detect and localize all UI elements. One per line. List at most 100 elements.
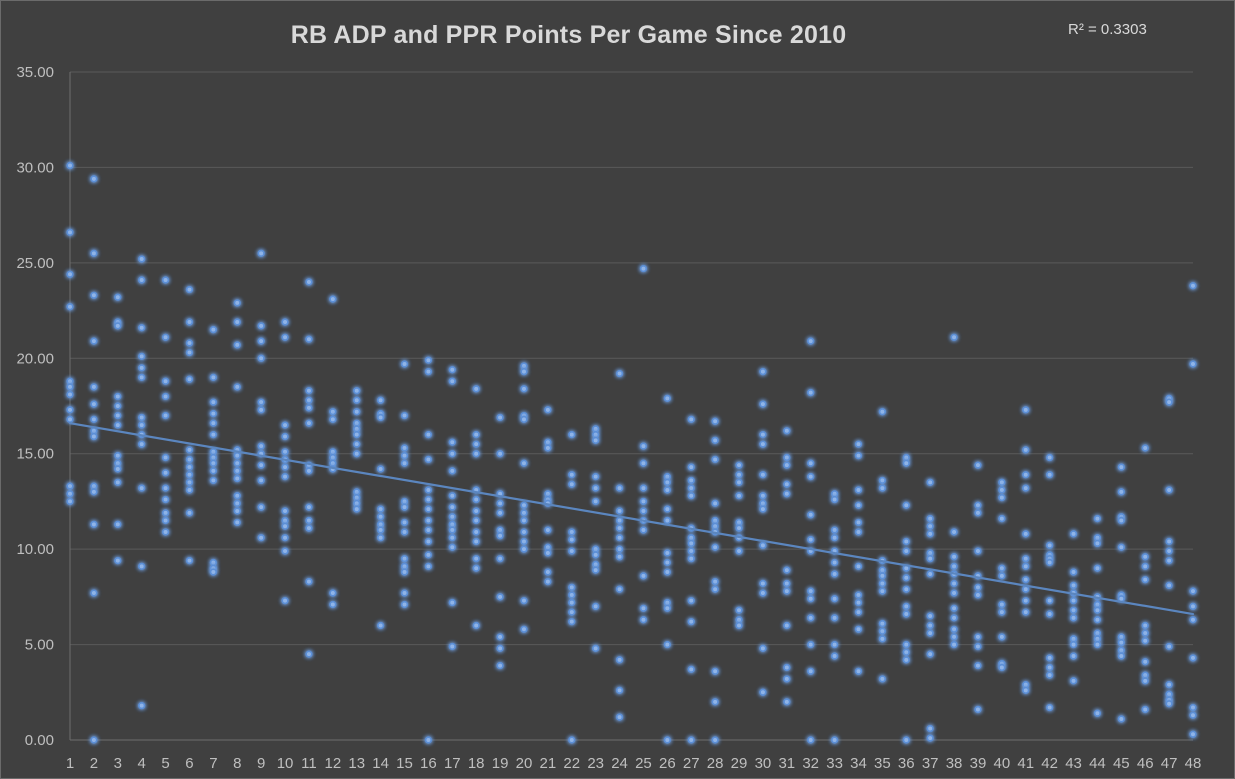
data-point	[400, 562, 409, 570]
x-tick-label: 47	[1161, 755, 1178, 772]
data-point	[353, 396, 361, 404]
data-point	[735, 471, 743, 479]
y-tick-label: 20.00	[16, 350, 54, 367]
data-point	[783, 566, 791, 574]
data-point	[520, 385, 528, 393]
data-point	[138, 702, 146, 710]
data-point	[305, 404, 313, 412]
data-point	[974, 509, 982, 517]
data-point	[448, 450, 456, 458]
data-point	[424, 562, 433, 570]
data-point	[1117, 639, 1125, 647]
x-tick-label: 31	[778, 755, 795, 772]
data-point	[807, 587, 815, 595]
data-point	[615, 507, 624, 515]
data-point	[520, 625, 528, 633]
y-tick-label: 5.00	[25, 637, 54, 654]
data-point	[161, 377, 170, 385]
data-point	[185, 318, 194, 326]
data-point	[424, 486, 433, 494]
data-point	[161, 333, 170, 341]
data-point	[783, 490, 791, 498]
data-point	[1093, 515, 1102, 523]
data-point	[257, 503, 265, 511]
data-point	[1165, 398, 1173, 406]
x-tick-label: 10	[277, 755, 294, 772]
data-point	[66, 482, 74, 490]
data-point	[305, 516, 313, 525]
data-point	[878, 408, 886, 416]
data-point	[615, 585, 624, 593]
data-point	[424, 551, 433, 559]
data-point	[950, 553, 958, 561]
data-point	[448, 467, 456, 475]
data-point	[353, 408, 361, 416]
data-point	[974, 661, 982, 670]
x-tick-label: 2	[90, 755, 98, 772]
data-point	[998, 478, 1006, 486]
data-point	[305, 387, 313, 395]
x-tick-label: 35	[874, 755, 891, 772]
data-point	[592, 551, 600, 559]
data-point	[1093, 629, 1102, 637]
data-point	[998, 564, 1006, 572]
data-point	[759, 431, 767, 439]
data-point	[281, 432, 289, 441]
data-point	[1022, 555, 1030, 563]
data-point	[830, 570, 839, 578]
data-point	[544, 444, 552, 452]
data-point	[257, 398, 265, 406]
data-point	[400, 555, 409, 563]
data-point	[1093, 635, 1102, 643]
data-point	[353, 440, 361, 448]
data-point	[1069, 568, 1078, 576]
data-point	[1022, 597, 1030, 605]
x-tick-label: 20	[516, 755, 533, 772]
data-point	[926, 515, 934, 523]
data-point	[615, 553, 624, 561]
data-point	[1141, 562, 1149, 570]
data-point	[472, 555, 480, 563]
data-point	[807, 511, 815, 519]
x-tick-label: 4	[138, 755, 146, 772]
data-point	[830, 534, 839, 542]
x-tick-label: 45	[1113, 755, 1130, 772]
data-point	[90, 520, 98, 528]
data-point	[759, 589, 767, 597]
data-point	[998, 494, 1006, 502]
data-point	[472, 528, 480, 536]
data-point	[950, 604, 958, 612]
data-point	[329, 295, 337, 303]
x-tick-label: 44	[1089, 755, 1106, 772]
data-point	[233, 452, 241, 460]
data-point	[759, 505, 767, 513]
data-point	[735, 606, 743, 614]
x-tick-label: 25	[635, 755, 652, 772]
data-point	[424, 431, 433, 439]
data-point	[305, 503, 313, 511]
data-point	[544, 406, 552, 414]
data-point	[807, 614, 815, 622]
data-point	[329, 453, 337, 462]
data-point	[448, 492, 456, 500]
data-point	[1117, 488, 1125, 496]
data-point	[1069, 606, 1078, 614]
data-point	[161, 276, 170, 284]
x-tick-label: 19	[492, 755, 509, 772]
data-point	[1189, 654, 1197, 662]
x-axis-ticks: 1 2 3 4 5 6 7 8 9 10 11 12 13 14 15 16 17 18 19 20 21 22 23 24 2…	[66, 755, 1202, 772]
data-point	[974, 633, 982, 641]
data-point	[520, 501, 528, 509]
x-tick-label: 40	[994, 755, 1011, 772]
data-point	[472, 507, 480, 515]
data-point	[854, 486, 863, 494]
data-point	[592, 566, 600, 574]
data-point	[472, 537, 480, 546]
data-point	[448, 526, 456, 534]
x-tick-label: 42	[1041, 755, 1058, 772]
data-point	[735, 524, 743, 532]
y-tick-label: 10.00	[16, 541, 54, 558]
data-point	[759, 644, 767, 652]
data-point	[807, 595, 815, 603]
data-point	[711, 522, 719, 530]
